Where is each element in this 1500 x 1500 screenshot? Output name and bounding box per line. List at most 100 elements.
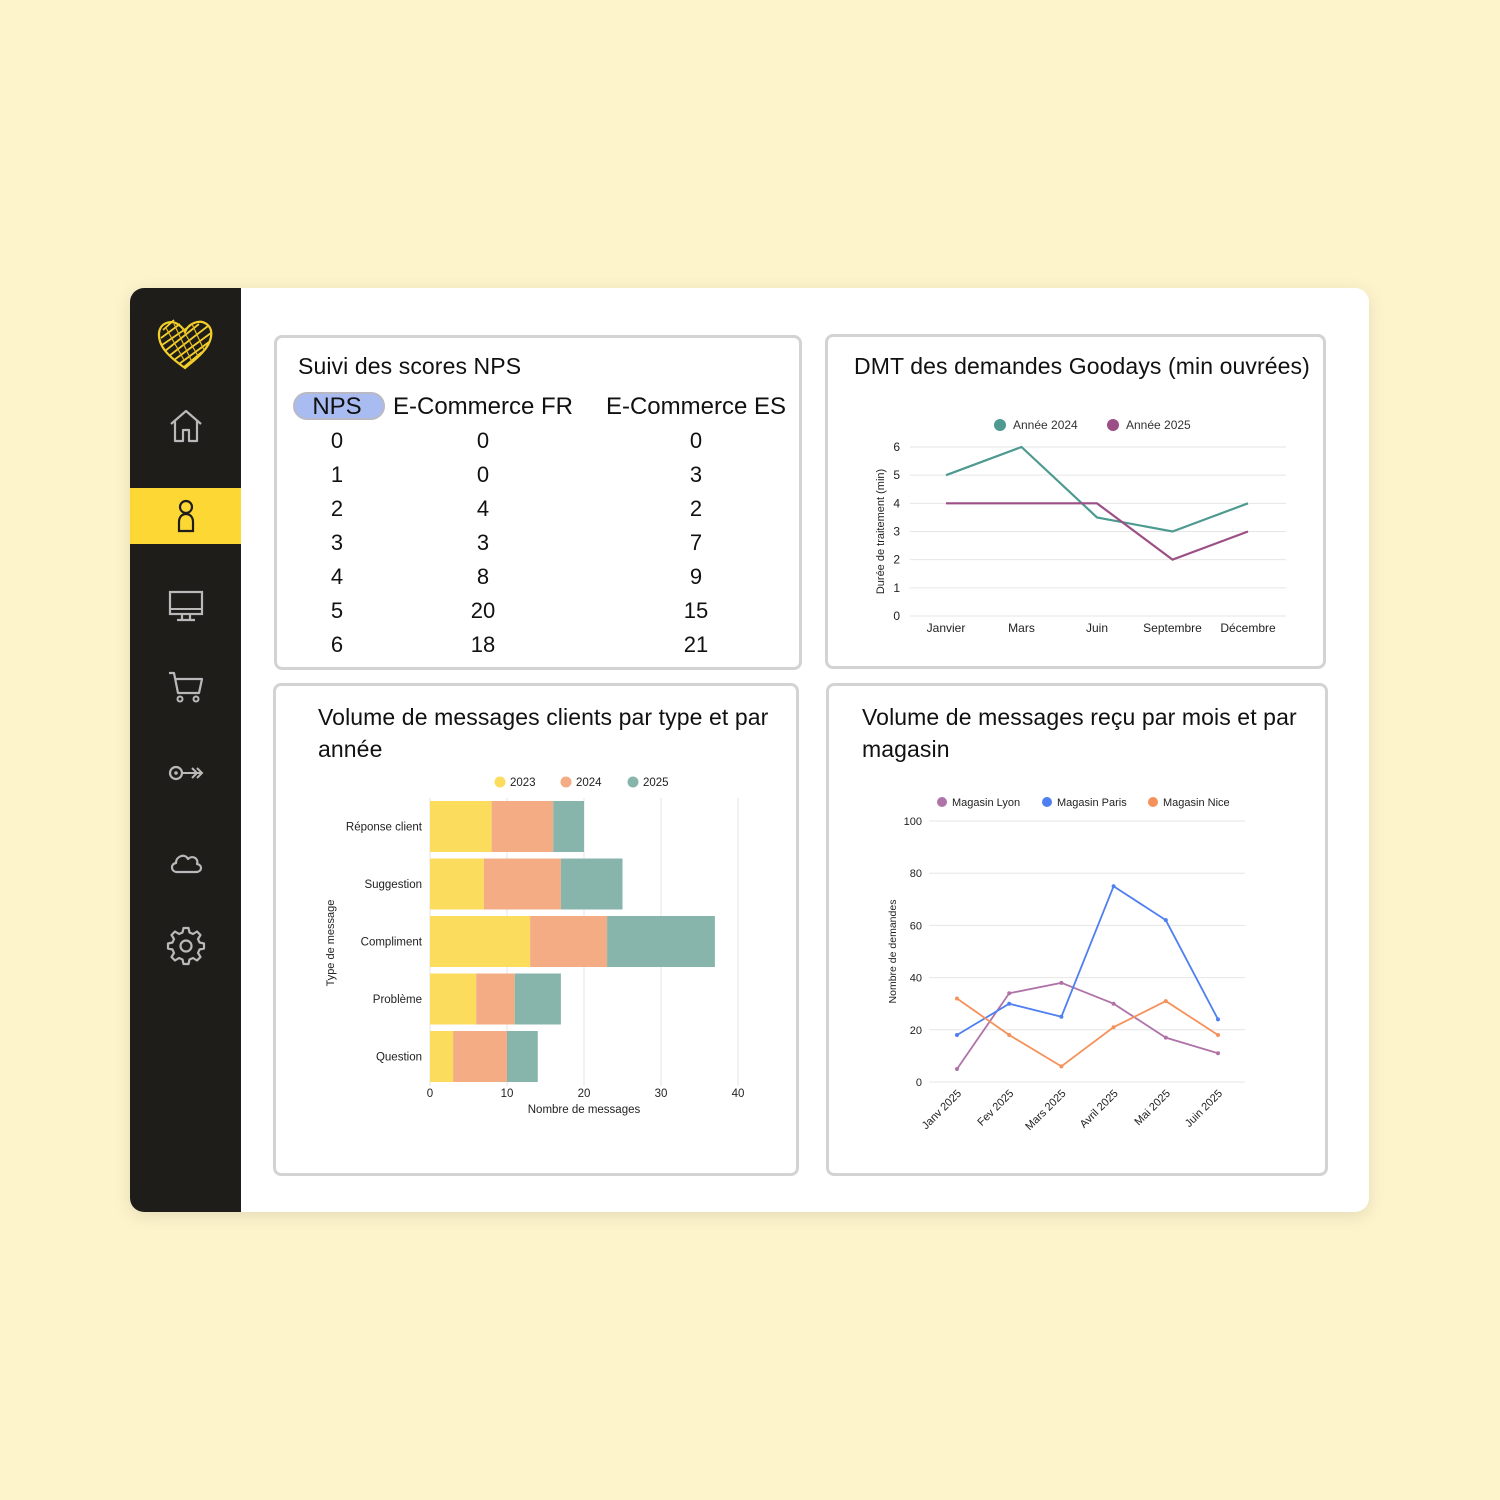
x-tick-label: Fev 2025 bbox=[975, 1088, 1016, 1129]
legend-label: 2023 bbox=[510, 777, 536, 789]
nps-table-row: 1 0 3 bbox=[291, 458, 787, 492]
legend-marker bbox=[560, 776, 572, 788]
nps-header-highlight bbox=[293, 392, 385, 420]
legend-label: Magasin Paris bbox=[1057, 797, 1127, 809]
bar-segment bbox=[553, 801, 584, 852]
series-point bbox=[1216, 1017, 1220, 1022]
volume-magasin-card: Volume de messages reçu par mois et par … bbox=[826, 683, 1328, 1176]
user-icon bbox=[177, 499, 194, 533]
home-icon bbox=[169, 409, 202, 443]
nps-header-nps: NPS bbox=[312, 393, 362, 420]
dmt-card: DMT des demandes Goodays (min ouvrées) A… bbox=[825, 334, 1326, 669]
nps-cell: 7 bbox=[689, 530, 703, 555]
y-tick-label: Réponse client bbox=[346, 822, 423, 834]
volume-type-title: Volume de messages clients par type et p… bbox=[318, 704, 769, 762]
series-line-1 bbox=[945, 445, 1249, 533]
nps-cell: 3 bbox=[330, 530, 344, 555]
bar-segment bbox=[430, 916, 531, 967]
x-tick-label: 0 bbox=[427, 1088, 433, 1100]
nps-cell: 1 bbox=[330, 462, 344, 487]
volume-magasin-line-chart: Magasin Lyon Magasin Paris Magasin Nice 0 20… bbox=[887, 797, 1245, 1133]
legend-label: 2025 bbox=[643, 777, 669, 789]
nps-table-row: 0 0 0 bbox=[291, 424, 787, 458]
y-tick-label: Suggestion bbox=[364, 879, 422, 891]
series-point bbox=[1059, 1014, 1064, 1019]
y-tick-label: 100 bbox=[904, 816, 922, 828]
nps-header-fr: E-Commerce FR bbox=[392, 393, 573, 420]
legend-marker bbox=[627, 776, 639, 788]
bar-segment bbox=[507, 1031, 538, 1082]
x-axis-label: Nombre de messages bbox=[528, 1104, 641, 1116]
nps-cell: 0 bbox=[476, 428, 490, 453]
dmt-title: DMT des demandes Goodays (min ouvrées) bbox=[854, 353, 1310, 379]
nps-table-row: 4 8 9 bbox=[291, 560, 787, 594]
series-point bbox=[1111, 1001, 1116, 1006]
nps-cell: 18 bbox=[470, 632, 496, 657]
x-tick-label: Janv 2025 bbox=[920, 1088, 964, 1132]
y-tick-label: 2 bbox=[893, 553, 900, 567]
nps-cell: 8 bbox=[476, 564, 490, 589]
sidebar-item-cloud[interactable] bbox=[130, 833, 241, 889]
nps-cell: 3 bbox=[689, 462, 703, 487]
x-tick-label: 30 bbox=[655, 1088, 668, 1100]
sidebar-item-monitor[interactable] bbox=[130, 578, 241, 634]
series-point bbox=[955, 1033, 959, 1038]
bar-segment bbox=[430, 801, 492, 852]
nps-card: Suivi des scores NPS NPS E-Commerce FR E… bbox=[274, 335, 802, 670]
bar-segment bbox=[560, 858, 623, 910]
legend-marker bbox=[494, 776, 506, 788]
bar-segment bbox=[430, 858, 484, 910]
sidebar-item-user[interactable] bbox=[130, 488, 241, 544]
x-tick-label: Juin 2025 bbox=[1183, 1088, 1225, 1130]
series-point bbox=[1111, 884, 1116, 889]
y-tick-label: 1 bbox=[893, 581, 900, 595]
sidebar bbox=[130, 288, 241, 1212]
sidebar-item-cart[interactable] bbox=[130, 658, 241, 714]
sidebar-item-home[interactable] bbox=[130, 398, 241, 454]
nps-cell: 15 bbox=[683, 598, 709, 623]
series-point bbox=[955, 1066, 959, 1071]
y-axis-label: Durée de traitement (min) bbox=[875, 469, 887, 594]
series-line-2 bbox=[956, 884, 1219, 1036]
sidebar-item-settings[interactable] bbox=[130, 918, 241, 974]
x-tick-label: Juin bbox=[1086, 621, 1108, 635]
series-line-1 bbox=[956, 981, 1219, 1070]
x-tick-label: Septembre bbox=[1143, 621, 1202, 635]
legend-label: Magasin Lyon bbox=[952, 797, 1020, 809]
series-point bbox=[1007, 991, 1012, 996]
series-point bbox=[1007, 1033, 1012, 1038]
app-window: Suivi des scores NPS NPS E-Commerce FR E… bbox=[130, 288, 1369, 1212]
nps-table-row: 6 18 21 bbox=[291, 628, 787, 662]
y-tick-label: Compliment bbox=[361, 937, 423, 949]
bar-segment bbox=[430, 973, 477, 1025]
series-point bbox=[1059, 1064, 1064, 1069]
series-point bbox=[1216, 1051, 1220, 1056]
cloud-icon bbox=[170, 854, 202, 874]
volume-magasin-title: Volume de messages reçu par mois et par … bbox=[862, 704, 1297, 762]
nps-header-row: NPS E-Commerce FR E-Commerce ES bbox=[291, 390, 787, 424]
nps-table-row: 2 4 2 bbox=[291, 492, 787, 526]
y-tick-label: Question bbox=[376, 1052, 422, 1064]
legend-marker bbox=[937, 797, 947, 807]
x-tick-label: Mars bbox=[1008, 621, 1035, 635]
y-tick-label: 20 bbox=[910, 1025, 922, 1037]
y-tick-label: 60 bbox=[910, 920, 922, 932]
sidebar-item-key[interactable] bbox=[130, 745, 241, 801]
bar-segment bbox=[476, 973, 515, 1025]
series-point bbox=[1163, 999, 1168, 1004]
nps-cell: 4 bbox=[476, 496, 490, 521]
nps-cell: 9 bbox=[689, 564, 703, 589]
bar-segment bbox=[453, 1031, 507, 1082]
legend-label: Année 2024 bbox=[1013, 418, 1078, 432]
y-tick-label: 6 bbox=[893, 440, 900, 454]
y-tick-label: 3 bbox=[893, 525, 900, 539]
x-tick-label: 40 bbox=[732, 1088, 745, 1100]
x-tick-label: Mai 2025 bbox=[1132, 1088, 1172, 1128]
x-tick-label: Janvier bbox=[927, 621, 966, 635]
key-icon bbox=[168, 765, 203, 781]
nps-cell: 20 bbox=[470, 598, 496, 623]
bar-segment bbox=[483, 858, 561, 910]
bar-segment bbox=[530, 916, 608, 967]
legend-marker bbox=[994, 419, 1006, 431]
series-point bbox=[955, 996, 959, 1001]
